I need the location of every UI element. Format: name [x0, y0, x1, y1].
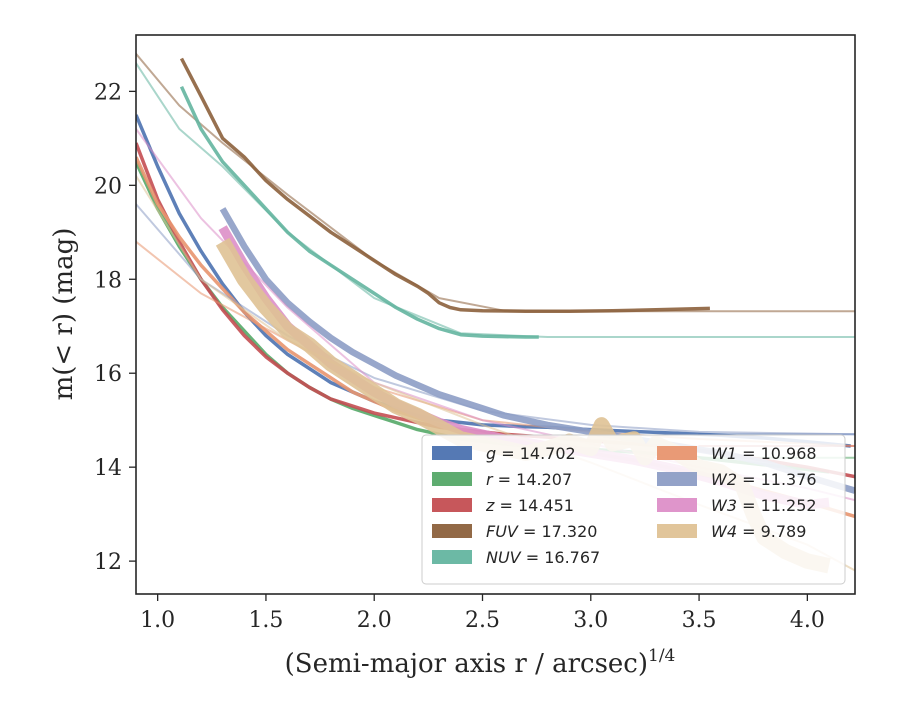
- x-tick-label: 2.5: [465, 608, 500, 633]
- y-tick-label: 16: [94, 362, 122, 387]
- legend-label: W3 = 11.252: [711, 496, 817, 515]
- legend-item-w4: W4 = 9.789: [657, 522, 806, 541]
- svg-text:(Semi-major axis r / arcsec)1/: (Semi-major axis r / arcsec)1/4: [285, 646, 676, 679]
- x-axis-label-exponent: 1/4: [648, 646, 675, 666]
- y-tick-label: 20: [94, 174, 122, 199]
- legend-item-nuv: NUV = 16.767: [432, 548, 600, 567]
- legend-label: W4 = 9.789: [711, 522, 806, 541]
- x-tick-label: 4.0: [790, 608, 825, 633]
- legend-swatch: [657, 446, 697, 460]
- legend: g = 14.702 r = 14.207 z = 14.451 FUV = 17.3…: [421, 434, 846, 585]
- legend-item-r: r = 14.207: [432, 470, 572, 489]
- legend-swatch: [432, 446, 472, 460]
- x-axis-label: (Semi-major axis r / arcsec): [285, 649, 648, 679]
- series-fuv-band: [179, 57, 710, 313]
- y-tick-label: 14: [94, 456, 122, 481]
- series-nuv-model-line: [136, 62, 855, 338]
- x-tick-label: 2.0: [357, 608, 392, 633]
- legend-item-g: g = 14.702: [432, 444, 576, 463]
- legend-label: z = 14.451: [485, 496, 574, 515]
- x-axis-title: (Semi-major axis r / arcsec)1/4: [285, 646, 676, 679]
- y-tick-label: 18: [94, 268, 122, 293]
- legend-swatch: [657, 498, 697, 512]
- plot-frame: [135, 34, 856, 595]
- series-fuv: [136, 52, 855, 313]
- legend-swatch: [432, 550, 472, 564]
- series-nuv: [136, 62, 855, 339]
- legend-label: NUV = 16.767: [486, 548, 600, 567]
- legend-label: g = 14.702: [486, 444, 576, 463]
- legend-swatch: [432, 498, 472, 512]
- legend-label: W1 = 10.968: [711, 444, 817, 463]
- legend-swatch: [432, 524, 472, 538]
- legend-label: W2 = 11.376: [711, 470, 817, 489]
- legend-swatch: [432, 472, 472, 486]
- x-tick-label: 1.5: [248, 608, 283, 633]
- legend-item-w2: W2 = 11.376: [657, 470, 817, 489]
- y-axis-label: m(< r) (mag): [49, 228, 79, 401]
- y-tick-label: 22: [94, 80, 122, 105]
- x-tick-label: 3.5: [682, 608, 717, 633]
- legend-item-z: z = 14.451: [432, 496, 574, 515]
- y-axis: 12 14 16 18 20 22: [94, 80, 136, 575]
- legend-label: r = 14.207: [486, 470, 572, 489]
- series-w2-model-line: [136, 203, 855, 436]
- legend-swatch: [657, 472, 697, 486]
- legend-item-w1: W1 = 10.968: [657, 444, 817, 463]
- legend-label: FUV = 17.320: [486, 522, 597, 541]
- x-axis: 1.0 1.5 2.0 2.5 3.0 3.5 4.0: [140, 594, 825, 633]
- legend-box: [421, 434, 846, 585]
- x-tick-label: 1.0: [140, 608, 175, 633]
- legend-swatch: [657, 524, 697, 538]
- legend-item-w3: W3 = 11.252: [657, 496, 817, 515]
- series-nuv-band: [179, 85, 539, 339]
- y-tick-label: 12: [94, 550, 122, 575]
- x-tick-label: 3.0: [573, 608, 608, 633]
- legend-item-fuv: FUV = 17.320: [432, 522, 597, 541]
